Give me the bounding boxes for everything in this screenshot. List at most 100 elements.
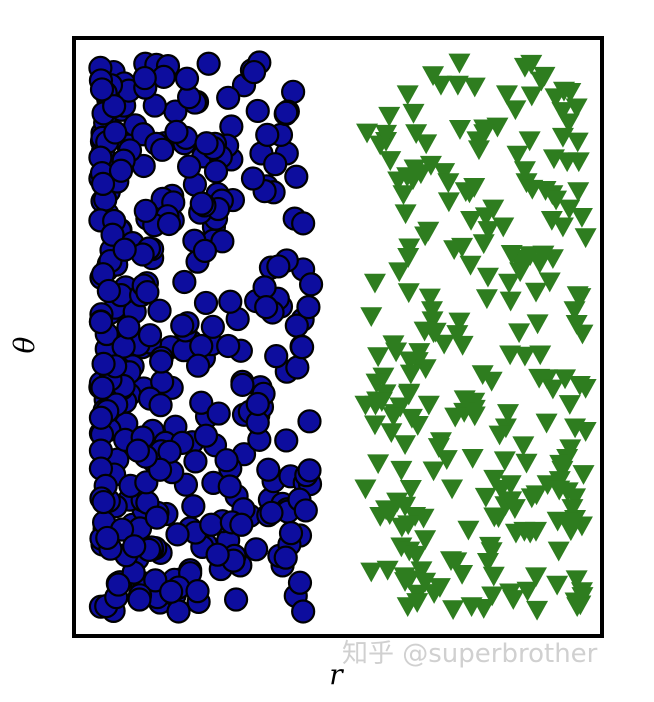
triangle-point bbox=[536, 475, 559, 496]
circle-point bbox=[164, 119, 189, 144]
triangle-point bbox=[457, 520, 480, 541]
triangle-point bbox=[413, 321, 436, 342]
triangle-point bbox=[556, 512, 579, 533]
triangle-point bbox=[446, 325, 469, 345]
triangle-point bbox=[483, 507, 506, 528]
triangle-point bbox=[437, 173, 460, 194]
triangle-point bbox=[476, 267, 499, 288]
triangle-point bbox=[394, 435, 417, 455]
circle-point bbox=[122, 534, 147, 559]
triangle-point bbox=[360, 562, 383, 583]
triangle-point bbox=[417, 221, 440, 242]
triangle-point bbox=[406, 593, 429, 613]
triangle-point bbox=[453, 390, 476, 411]
triangle-point bbox=[367, 454, 390, 475]
triangle-point bbox=[535, 413, 558, 434]
triangle-point bbox=[495, 85, 518, 106]
triangle-point bbox=[532, 245, 555, 266]
triangle-point bbox=[418, 288, 441, 309]
circle-point bbox=[274, 428, 299, 453]
circle-point bbox=[108, 158, 134, 183]
triangle-point bbox=[375, 500, 398, 521]
circle-point bbox=[255, 122, 280, 147]
circle-point bbox=[256, 457, 281, 482]
circle-point bbox=[245, 98, 270, 124]
triangle-point bbox=[525, 521, 547, 542]
y-axis-label: θ bbox=[8, 336, 41, 353]
triangle-point bbox=[549, 454, 572, 475]
triangle-point bbox=[479, 536, 502, 557]
triangle-point bbox=[554, 369, 577, 390]
triangle-point bbox=[498, 273, 521, 294]
triangle-point bbox=[354, 479, 377, 500]
triangle-point bbox=[451, 564, 474, 585]
triangle-point bbox=[547, 541, 570, 562]
triangle-point bbox=[551, 217, 574, 238]
circle-point bbox=[297, 409, 322, 434]
triangle-point bbox=[365, 373, 388, 394]
circle-point bbox=[185, 579, 210, 604]
triangle-point bbox=[363, 415, 386, 436]
triangle-point bbox=[463, 77, 486, 98]
triangle-point bbox=[439, 551, 462, 572]
triangle-point bbox=[504, 100, 527, 121]
triangle-point bbox=[520, 86, 543, 107]
triangle-point bbox=[504, 523, 527, 544]
triangle-point bbox=[559, 82, 582, 103]
circle-point bbox=[245, 391, 270, 417]
triangle-point bbox=[398, 351, 421, 372]
circle-point bbox=[95, 525, 120, 551]
circle-point bbox=[285, 355, 310, 380]
circle-point bbox=[89, 77, 115, 102]
circle-point bbox=[293, 498, 318, 523]
circle-point bbox=[194, 131, 219, 156]
triangle-point bbox=[382, 335, 405, 356]
circle-point bbox=[287, 570, 313, 595]
triangle-point bbox=[520, 54, 543, 75]
triangle-point bbox=[565, 98, 588, 119]
triangle-point bbox=[556, 152, 579, 173]
triangle-point bbox=[566, 132, 589, 153]
circle-point bbox=[252, 275, 277, 300]
triangle-point bbox=[460, 597, 483, 618]
circle-point bbox=[183, 449, 208, 474]
triangle-point bbox=[448, 53, 471, 74]
triangle-point bbox=[387, 171, 410, 192]
circle-point bbox=[266, 254, 291, 279]
circle-point bbox=[172, 269, 197, 295]
triangle-point bbox=[390, 460, 413, 481]
triangle-point bbox=[513, 346, 536, 367]
triangle-point bbox=[429, 432, 452, 453]
triangle-point bbox=[488, 425, 511, 446]
triangle-point bbox=[460, 210, 483, 231]
circle-point bbox=[165, 522, 190, 547]
circle-point bbox=[177, 154, 202, 179]
triangle-point bbox=[561, 499, 584, 519]
triangle-point bbox=[403, 159, 426, 180]
circle-point bbox=[135, 280, 160, 305]
circle-point bbox=[199, 512, 224, 537]
circle-point bbox=[189, 191, 214, 216]
triangle-point bbox=[360, 307, 383, 328]
circle-point bbox=[144, 505, 169, 530]
triangle-point bbox=[408, 343, 431, 363]
triangle-point bbox=[448, 312, 471, 333]
circle-point bbox=[88, 405, 114, 430]
x-axis-label: r bbox=[329, 658, 344, 691]
triangle-point bbox=[428, 578, 451, 598]
triangle-point bbox=[393, 567, 416, 588]
triangle-point bbox=[405, 545, 428, 566]
triangle-point bbox=[471, 365, 494, 386]
triangle-point bbox=[508, 323, 531, 344]
triangle-point bbox=[548, 480, 571, 501]
circle-point bbox=[281, 79, 306, 104]
triangle-point bbox=[540, 210, 563, 231]
circle-point bbox=[149, 349, 174, 374]
circle-point bbox=[206, 401, 231, 426]
triangle-point bbox=[536, 369, 559, 390]
triangle-point bbox=[443, 240, 466, 261]
circle-point bbox=[229, 512, 254, 537]
triangle-point bbox=[499, 345, 522, 366]
circle-point bbox=[291, 599, 316, 624]
